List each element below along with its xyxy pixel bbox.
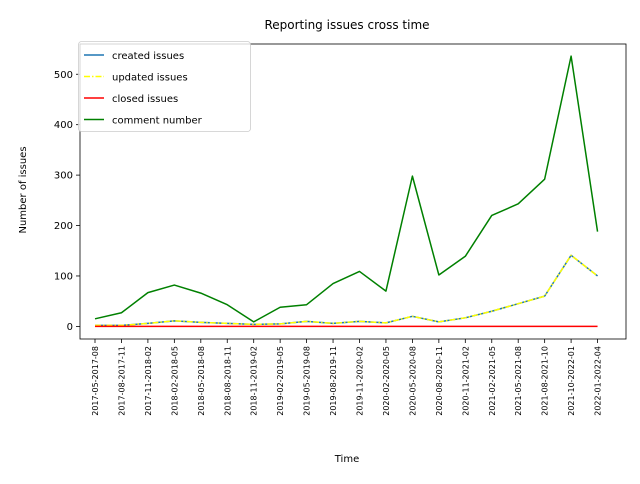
x-tick-label: 2019-02-2019-05 — [276, 346, 285, 416]
y-tick-label: 100 — [54, 271, 73, 282]
legend-label: closed issues — [112, 94, 178, 105]
legend-label: comment number — [112, 116, 203, 127]
x-tick-label: 2021-05-2021-08 — [514, 346, 523, 416]
y-tick-label: 500 — [54, 70, 73, 81]
x-tick-label: 2018-08-2018-11 — [223, 346, 232, 416]
series-line-comment-number — [94, 55, 599, 323]
chart-title: Reporting issues cross time — [264, 18, 429, 32]
x-tick-label: 2017-11-2018-02 — [144, 346, 153, 416]
x-tick-label: 2020-02-2020-05 — [382, 346, 391, 416]
y-tick-label: 400 — [54, 120, 73, 131]
x-tick-label: 2022-01-2022-04 — [594, 346, 603, 416]
x-tick-label: 2018-11-2019-02 — [250, 346, 259, 416]
plot-frame — [79, 43, 627, 340]
series-line-updated-issues — [95, 254, 599, 327]
y-axis-label: Number of issues — [18, 146, 29, 233]
y-tick-label: 300 — [54, 171, 73, 182]
x-axis-label: Time — [334, 454, 359, 465]
x-tick-label: 2021-02-2021-05 — [488, 346, 497, 416]
y-tick-label: 0 — [67, 322, 73, 333]
x-tick-label: 2020-11-2021-02 — [461, 346, 470, 416]
plot-area: 0 100 200 300 400 500 2017-05-2017-08 2017-08-2… — [54, 41, 627, 416]
x-tick-label: 2020-05-2020-08 — [408, 346, 417, 416]
x-tick-label: 2019-08-2019-11 — [329, 346, 338, 416]
legend-box — [78, 41, 251, 132]
y-tick-label: 200 — [54, 221, 73, 232]
x-tick-label: 2020-08-2020-11 — [435, 346, 444, 416]
x-tick-label: 2019-05-2019-08 — [303, 346, 312, 416]
x-tick-label: 2021-10-2022-01 — [567, 346, 576, 416]
x-tick-label: 2019-11-2020-02 — [356, 346, 365, 416]
x-tick-label: 2017-05-2017-08 — [91, 346, 100, 416]
legend-label: created issues — [112, 51, 184, 62]
x-tick-label: 2021-08-2021-10 — [541, 346, 550, 416]
legend-label: updated issues — [112, 73, 188, 84]
x-tick-label: 2018-02-2018-05 — [170, 346, 179, 416]
x-tick-label: 2018-05-2018-08 — [197, 346, 206, 416]
x-tick-label: 2017-08-2017-11 — [117, 346, 126, 416]
